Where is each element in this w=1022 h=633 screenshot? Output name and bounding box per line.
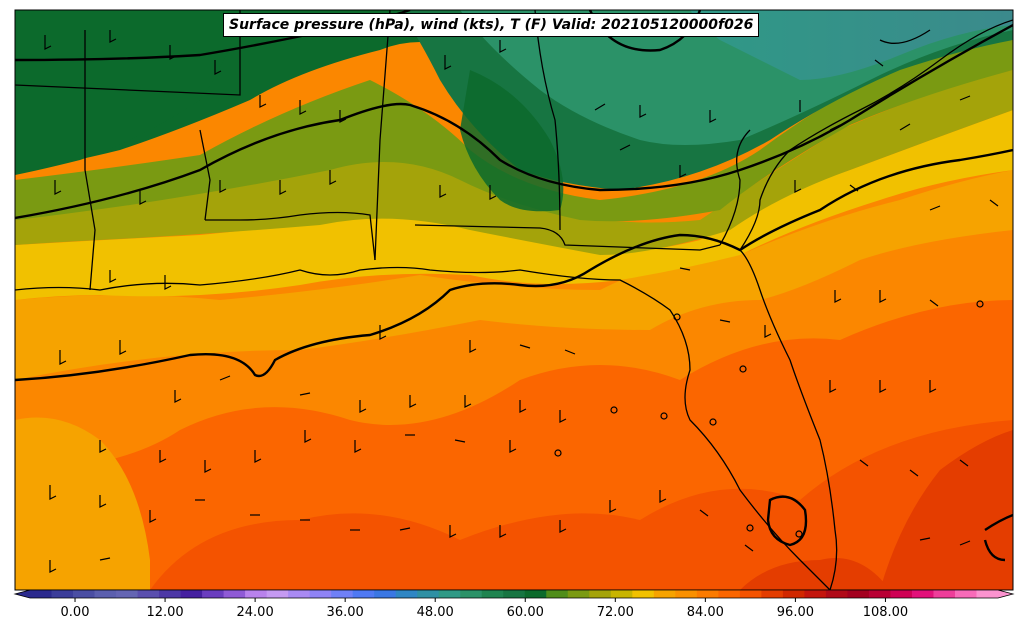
colorbar-swatch xyxy=(395,590,418,598)
colorbar-tick-label: 60.00 xyxy=(507,605,544,620)
colorbar-swatch xyxy=(503,590,526,598)
map-title: Surface pressure (hPa), wind (kts), T (F… xyxy=(223,13,760,37)
colorbar-swatch xyxy=(696,590,719,598)
colorbar-swatch xyxy=(180,590,203,598)
boundaries xyxy=(15,10,1013,590)
colorbar-swatch xyxy=(739,590,762,598)
colorbar-tick-label: 12.00 xyxy=(146,605,183,620)
colorbar-swatch xyxy=(73,590,96,598)
colorbar-swatch xyxy=(675,590,698,598)
colorbar xyxy=(13,589,1015,599)
colorbar-tick-label: 36.00 xyxy=(327,605,364,620)
colorbar-swatch xyxy=(94,590,117,598)
colorbar-swatch xyxy=(438,590,461,598)
colorbar-swatch xyxy=(374,590,397,598)
colorbar-swatch xyxy=(825,590,848,598)
colorbar-swatch xyxy=(567,590,590,598)
colorbar-swatch xyxy=(589,590,612,598)
colorbar-swatch xyxy=(718,590,741,598)
colorbar-swatch xyxy=(524,590,547,598)
colorbar-tick-label: 108.00 xyxy=(863,605,909,620)
colorbar-swatch xyxy=(610,590,633,598)
calm-wind-circles xyxy=(554,300,984,538)
colorbar-swatch xyxy=(546,590,569,598)
colorbar-outline xyxy=(13,589,1015,599)
colorbar-tick-label: 72.00 xyxy=(597,605,634,620)
colorbar-tick-label: 84.00 xyxy=(687,605,724,620)
colorbar-tick-label: 48.00 xyxy=(417,605,454,620)
colorbar-swatch xyxy=(223,590,246,598)
colorbar-swatch xyxy=(847,590,870,598)
colorbar-swatch xyxy=(288,590,311,598)
colorbar-swatch xyxy=(331,590,354,598)
colorbar-swatch xyxy=(632,590,655,598)
colorbar-swatch xyxy=(481,590,504,598)
colorbar-swatch xyxy=(911,590,934,598)
colorbar-swatch xyxy=(460,590,483,598)
colorbar-swatch xyxy=(782,590,805,598)
colorbar-swatch xyxy=(890,590,913,598)
colorbar-swatch xyxy=(202,590,225,598)
colorbar-swatch xyxy=(51,590,74,598)
colorbar-swatch xyxy=(116,590,139,598)
colorbar-swatch xyxy=(159,590,182,598)
colorbar-swatch xyxy=(804,590,827,598)
colorbar-swatch xyxy=(309,590,332,598)
colorbar-swatch xyxy=(417,590,440,598)
colorbar-tick-label: 24.00 xyxy=(237,605,274,620)
wind-barbs xyxy=(44,30,999,573)
colorbar-swatch xyxy=(653,590,676,598)
colorbar-max-extend xyxy=(998,590,1013,598)
colorbar-swatch xyxy=(137,590,160,598)
colorbar-swatch xyxy=(933,590,956,598)
colorbar-tick-label: 96.00 xyxy=(777,605,814,620)
colorbar-ticks: 0.00 12.00 24.00 36.00 48.00 60.00 72.00 84.00 9… xyxy=(61,598,909,620)
colorbar-swatch xyxy=(30,590,53,598)
colorbar-swatch xyxy=(954,590,977,598)
colorbar-swatch xyxy=(352,590,375,598)
colorbar-swatch xyxy=(266,590,289,598)
colorbar-swatch xyxy=(976,590,999,598)
colorbar-swatch xyxy=(868,590,891,598)
colorbar-tick-label: 0.00 xyxy=(61,605,90,620)
colorbar-swatch xyxy=(761,590,784,598)
colorbar-swatch xyxy=(245,590,268,598)
temperature-fill xyxy=(15,10,1013,590)
colorbar-min-extend xyxy=(15,590,30,598)
